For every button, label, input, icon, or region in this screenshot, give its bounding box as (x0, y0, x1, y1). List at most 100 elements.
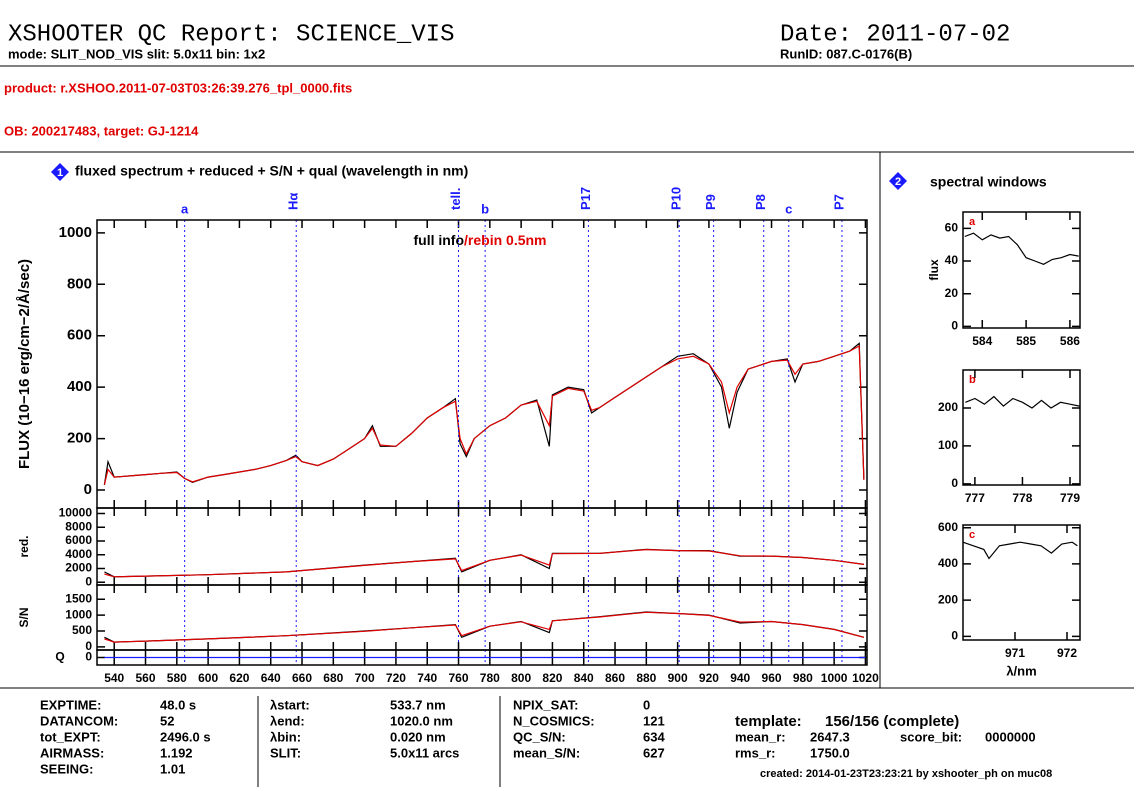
y-tick-label: 0 (85, 650, 92, 664)
legend-entry: /rebin 0.5nm (464, 232, 546, 248)
line-marker-label: tell. (448, 188, 463, 210)
x-tick-label: 971 (1005, 646, 1025, 660)
window-label: a (969, 216, 976, 228)
field-value: 52 (160, 713, 174, 728)
x-tick-label: 960 (762, 671, 782, 685)
y-tick-label: 0 (951, 629, 958, 643)
field-label: QC_S/N: (513, 729, 566, 744)
field-label: SLIT: (270, 745, 301, 760)
y-tick-label: 400 (938, 556, 958, 570)
y-tick-label: 600 (938, 520, 958, 534)
field-value: 634 (643, 729, 665, 744)
y-tick-label: 2000 (65, 561, 92, 575)
y-tick-label: 1000 (59, 224, 92, 241)
series-line (964, 232, 1079, 265)
x-tick-label: 760 (449, 671, 469, 685)
field-value: 0.020 nm (390, 729, 446, 744)
field-value: 0000000 (985, 729, 1036, 744)
field-label: score_bit: (900, 729, 962, 744)
field-label: EXPTIME: (40, 697, 101, 712)
series-line (104, 611, 865, 643)
y-tick-label: 0 (951, 476, 958, 490)
x-tick-label: 680 (323, 671, 343, 685)
y-axis-label: red. (17, 535, 31, 557)
y-tick-label: 0 (85, 639, 92, 653)
field-value: 2647.3 (810, 729, 850, 744)
series-line (962, 541, 1078, 560)
y-tick-label: 4000 (65, 547, 92, 561)
field-value: 1.01 (160, 761, 185, 776)
y-tick-label: 0 (85, 574, 92, 588)
x-tick-label: 586 (1060, 334, 1080, 348)
report-subtitle: mode: SLIT_NOD_VIS slit: 5.0x11 bin: 1x2 (8, 46, 265, 61)
line-marker-label: P7 (831, 194, 846, 210)
line-marker-label: P10 (669, 187, 684, 210)
plot-frame (962, 369, 1081, 486)
x-tick-label: 777 (965, 491, 985, 505)
legend-entry: full info (413, 232, 464, 248)
x-tick-label: 880 (636, 671, 656, 685)
badge-number: 2 (895, 176, 901, 188)
field-value: 156/156 (complete) (825, 713, 959, 730)
field-value: 1020.0 nm (390, 713, 453, 728)
field-label: λbin: (270, 729, 301, 744)
line-marker-label: a (181, 201, 189, 216)
x-tick-label: 980 (793, 671, 813, 685)
window-label: b (969, 374, 976, 386)
y-tick-label: 600 (67, 327, 92, 344)
y-tick-label: 200 (67, 430, 92, 447)
ob: OB: 200217483, target: GJ-1214 (4, 123, 199, 138)
y-axis-label: S/N (17, 607, 31, 627)
series-line (103, 345, 865, 486)
field-label: λstart: (270, 697, 310, 712)
x-tick-label: 585 (1016, 334, 1036, 348)
y-tick-label: 8000 (65, 519, 92, 533)
chart-title: fluxed spectrum + reduced + S/N + qual (… (75, 163, 468, 179)
x-tick-label: 800 (511, 671, 531, 685)
x-tick-label: 940 (730, 671, 750, 685)
x-tick-label: 972 (1057, 646, 1077, 660)
y-tick-label: 200 (938, 592, 958, 606)
y-tick-label: 200 (938, 400, 958, 414)
field-value: 0 (643, 697, 650, 712)
x-tick-label: 640 (261, 671, 281, 685)
x-tick-label: 1000 (821, 671, 848, 685)
report-title: XSHOOTER QC Report: SCIENCE_VIS (8, 21, 454, 48)
field-label: rms_r: (735, 745, 775, 760)
field-value: 1750.0 (810, 745, 850, 760)
x-tick-label: 920 (699, 671, 719, 685)
field-label: N_COSMICS: (513, 713, 595, 728)
y-axis-label: Q (55, 650, 64, 664)
field-label: NPIX_SAT: (513, 697, 579, 712)
run-id: RunID: 087.C-0176(B) (780, 46, 912, 61)
x-tick-label: 660 (292, 671, 312, 685)
plot-frame (96, 649, 868, 666)
line-marker-label: b (481, 201, 489, 216)
y-tick-label: 1500 (65, 591, 92, 605)
x-tick-label: 820 (542, 671, 562, 685)
x-tick-label: 600 (198, 671, 218, 685)
y-tick-label: 60 (945, 221, 959, 235)
line-marker-label: P9 (703, 194, 718, 210)
y-tick-label: 800 (67, 275, 92, 292)
x-tick-label: 740 (417, 671, 437, 685)
y-axis-label: flux (927, 259, 941, 281)
line-marker-label: P8 (753, 194, 768, 210)
report-date: Date: 2011-07-02 (780, 21, 1010, 48)
y-tick-label: 0 (84, 481, 92, 498)
y-tick-label: 20 (945, 286, 959, 300)
x-tick-label: 620 (229, 671, 249, 685)
product: product: r.XSHOO.2011-07-03T03:26:39.276… (4, 80, 352, 95)
field-label: mean_S/N: (513, 745, 580, 760)
x-tick-label: 560 (136, 671, 156, 685)
legend: full info/rebin 0.5nm (413, 232, 546, 248)
panel-title: spectral windows (930, 174, 1047, 190)
field-value: 2496.0 s (160, 729, 211, 744)
field-label: λend: (270, 713, 305, 728)
field-label: SEEING: (40, 761, 93, 776)
y-tick-label: 500 (72, 623, 92, 637)
line-marker-label: Hα (286, 193, 301, 210)
field-label: AIRMASS: (40, 745, 104, 760)
